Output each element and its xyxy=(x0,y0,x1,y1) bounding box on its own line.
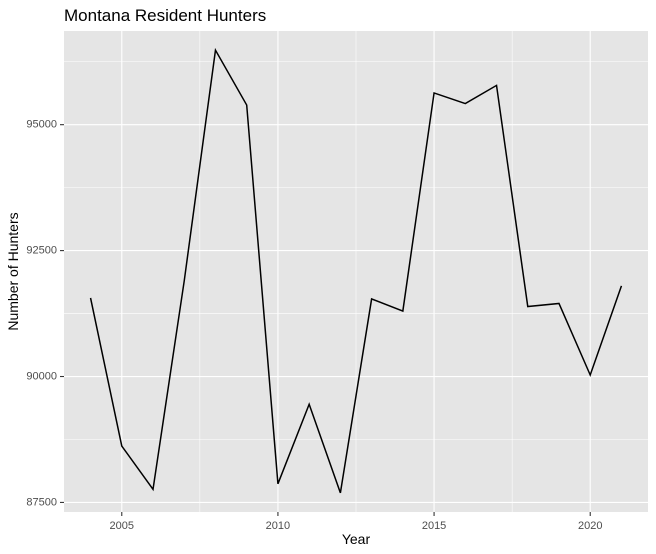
major-grid-lines xyxy=(64,31,648,512)
y-tick-label: 95000 xyxy=(26,119,57,131)
axis-ticks xyxy=(60,124,591,516)
x-tick-label: 2020 xyxy=(578,520,602,532)
y-tick-label: 90000 xyxy=(26,370,57,382)
x-tick-label: 2010 xyxy=(266,520,290,532)
axis-tick-labels: 2005 2010 2015 2020 87500 90000 92500 95000 xyxy=(26,119,602,532)
series-line xyxy=(89,47,623,494)
minor-grid-lines xyxy=(64,31,648,512)
x-axis-title: Year xyxy=(342,531,371,547)
y-tick-label: 87500 xyxy=(26,496,57,508)
x-tick-label: 2015 xyxy=(422,520,446,532)
series-layer xyxy=(89,47,623,494)
y-tick-label: 92500 xyxy=(26,245,57,257)
x-tick-label: 2005 xyxy=(110,520,134,532)
chart-title: Montana Resident Hunters xyxy=(64,6,266,25)
y-axis-title: Number of Hunters xyxy=(5,212,21,330)
